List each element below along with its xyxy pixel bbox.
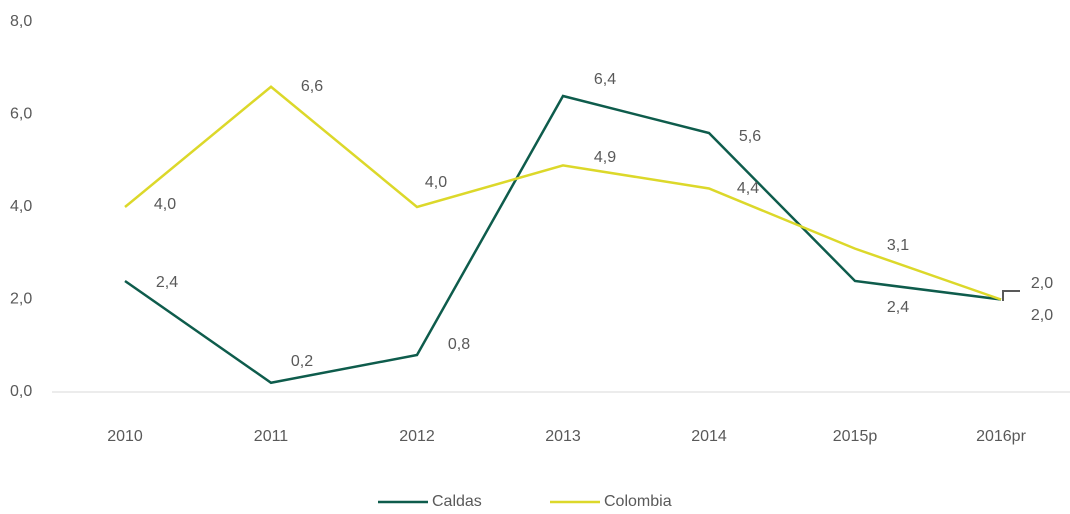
- line-series: [124, 85, 1002, 301]
- data-label: 6,4: [594, 71, 616, 88]
- legend-label: Colombia: [604, 493, 672, 510]
- x-tick-label: 2012: [399, 428, 435, 445]
- data-label: 0,2: [291, 353, 313, 370]
- y-tick-label: 2,0: [10, 291, 32, 308]
- x-tick-label: 2013: [545, 428, 581, 445]
- x-tick-label: 2015p: [833, 428, 878, 445]
- data-label: 2,0: [1031, 275, 1053, 292]
- y-tick-label: 4,0: [10, 198, 32, 215]
- data-label: 4,9: [594, 149, 616, 166]
- data-label: 2,4: [156, 274, 178, 291]
- data-label: 5,6: [739, 128, 761, 145]
- x-tick-label: 2011: [254, 428, 289, 445]
- data-label: 6,6: [301, 78, 323, 95]
- data-label: 4,0: [154, 196, 176, 213]
- data-label: 4,4: [737, 180, 759, 197]
- callout-bracket: [1002, 290, 1020, 301]
- x-tick-label: 2010: [107, 428, 143, 445]
- line-series: [124, 94, 1002, 385]
- y-tick-label: 8,0: [10, 13, 32, 30]
- data-label: 0,8: [448, 336, 470, 353]
- data-label: 2,4: [887, 299, 909, 316]
- y-tick-label: 6,0: [10, 106, 32, 123]
- x-tick-label: 2016pr: [976, 428, 1026, 445]
- data-label: 2,0: [1031, 307, 1053, 324]
- data-label: 3,1: [887, 237, 909, 254]
- data-label: 4,0: [425, 174, 447, 191]
- x-tick-label: 2014: [691, 428, 727, 445]
- y-tick-label: 0,0: [10, 383, 32, 400]
- legend-label: Caldas: [432, 493, 482, 510]
